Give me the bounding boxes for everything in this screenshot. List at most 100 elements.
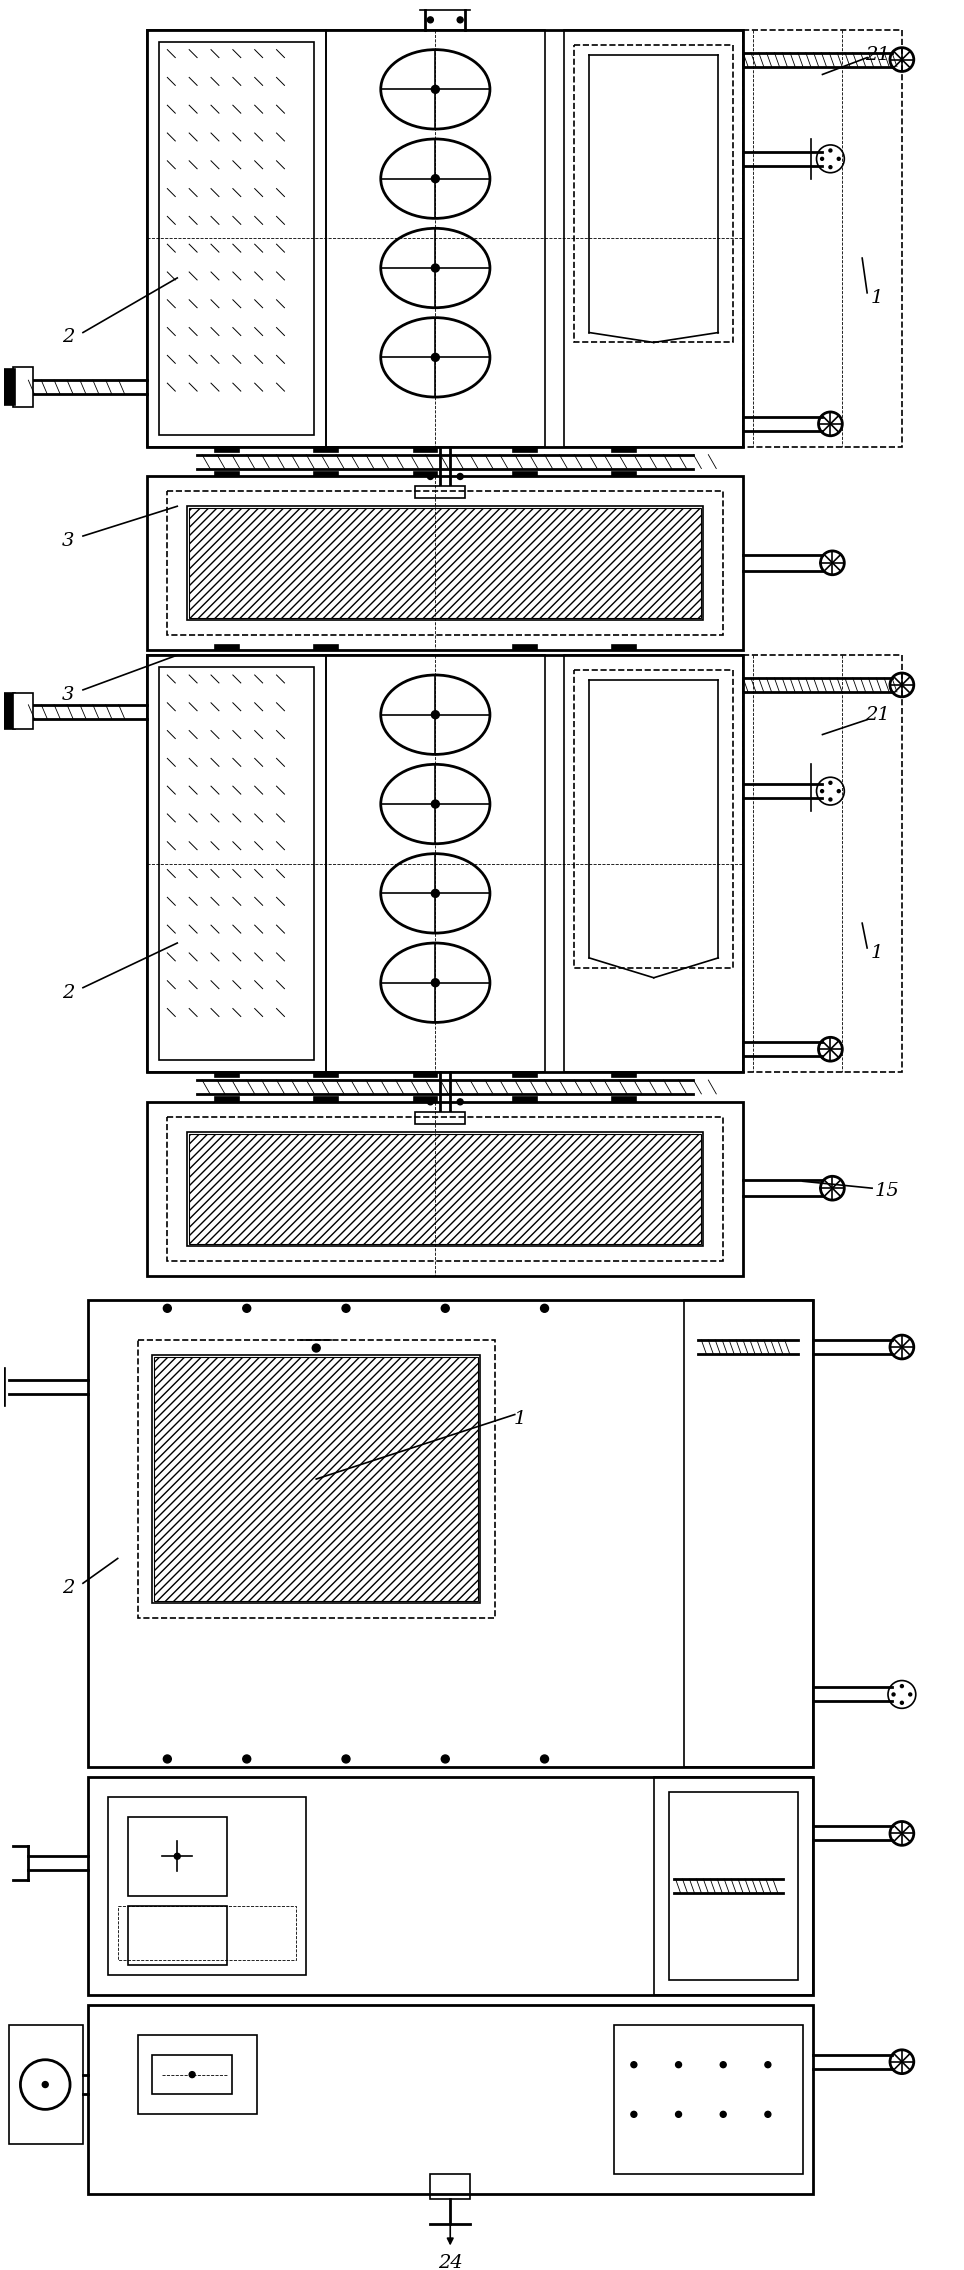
Text: 2: 2 xyxy=(62,983,74,1001)
Circle shape xyxy=(820,157,823,161)
Circle shape xyxy=(431,175,440,182)
Bar xyxy=(88,1777,813,1995)
Bar xyxy=(612,1096,636,1101)
Text: 2: 2 xyxy=(62,1580,74,1598)
Circle shape xyxy=(312,1344,320,1353)
Bar xyxy=(415,486,465,499)
Bar xyxy=(127,1816,227,1895)
Bar xyxy=(152,1355,480,1603)
Bar xyxy=(147,30,743,447)
Circle shape xyxy=(189,2073,195,2077)
Circle shape xyxy=(342,1305,350,1312)
Bar xyxy=(159,667,314,1060)
Bar xyxy=(683,1301,813,1766)
Text: 21: 21 xyxy=(865,706,890,724)
Circle shape xyxy=(720,2111,726,2118)
Circle shape xyxy=(431,890,440,897)
Bar xyxy=(108,1796,307,1975)
Bar xyxy=(614,2025,803,2175)
Bar xyxy=(612,447,636,452)
Bar xyxy=(326,30,545,447)
Bar xyxy=(414,447,438,452)
Circle shape xyxy=(676,2111,682,2118)
Bar xyxy=(564,30,743,447)
Text: 3: 3 xyxy=(62,686,74,704)
Bar xyxy=(168,490,723,636)
Bar xyxy=(654,1777,813,1995)
Circle shape xyxy=(900,1684,903,1687)
Bar xyxy=(513,472,537,477)
Bar xyxy=(513,1096,537,1101)
Bar xyxy=(743,656,902,1071)
Circle shape xyxy=(442,1305,449,1312)
Bar xyxy=(564,656,743,1071)
Text: 15: 15 xyxy=(874,1183,899,1201)
Bar xyxy=(513,1071,537,1076)
Bar xyxy=(414,472,438,477)
Circle shape xyxy=(431,799,440,808)
Bar xyxy=(147,1101,743,1276)
Circle shape xyxy=(163,1755,172,1764)
Circle shape xyxy=(457,16,463,23)
Circle shape xyxy=(431,711,440,720)
Circle shape xyxy=(541,1755,549,1764)
Circle shape xyxy=(630,2061,637,2068)
Bar xyxy=(187,1133,704,1246)
Circle shape xyxy=(838,157,841,161)
Circle shape xyxy=(829,166,832,168)
Bar xyxy=(189,1133,702,1244)
Bar xyxy=(314,1071,338,1076)
Circle shape xyxy=(900,1700,903,1705)
Bar xyxy=(743,30,902,447)
Bar xyxy=(118,1907,296,1961)
Text: 1: 1 xyxy=(870,944,883,962)
Bar xyxy=(415,1112,465,1124)
Circle shape xyxy=(892,1693,895,1696)
Circle shape xyxy=(764,2111,771,2118)
Bar xyxy=(88,1301,813,1766)
Bar xyxy=(13,692,34,729)
Bar xyxy=(13,368,34,406)
Bar xyxy=(215,472,239,477)
Bar xyxy=(189,508,702,617)
Bar xyxy=(215,645,239,649)
Bar xyxy=(575,45,734,343)
Bar xyxy=(314,447,338,452)
Bar xyxy=(159,41,314,436)
Circle shape xyxy=(431,978,440,987)
Bar xyxy=(4,370,15,404)
Bar xyxy=(430,2175,470,2200)
Text: 2: 2 xyxy=(62,329,74,347)
Bar xyxy=(187,506,704,620)
Bar xyxy=(4,692,15,729)
Circle shape xyxy=(457,1099,463,1105)
Bar xyxy=(138,2034,256,2113)
Bar xyxy=(215,1096,239,1101)
Bar xyxy=(513,645,537,649)
Bar xyxy=(669,1791,797,1979)
Bar xyxy=(575,670,734,967)
Circle shape xyxy=(764,2061,771,2068)
Circle shape xyxy=(442,1755,449,1764)
Circle shape xyxy=(42,2082,48,2088)
Text: 3: 3 xyxy=(62,531,74,549)
Bar xyxy=(9,2025,83,2145)
Bar xyxy=(314,645,338,649)
Text: 21: 21 xyxy=(865,45,890,64)
Circle shape xyxy=(427,474,434,479)
Bar xyxy=(152,2054,232,2095)
Bar xyxy=(414,1071,438,1076)
Bar xyxy=(612,645,636,649)
Circle shape xyxy=(427,1099,434,1105)
Circle shape xyxy=(174,1852,180,1859)
Bar xyxy=(147,656,743,1071)
Circle shape xyxy=(541,1305,549,1312)
Bar xyxy=(147,477,743,649)
Circle shape xyxy=(431,354,440,361)
Circle shape xyxy=(457,474,463,479)
Circle shape xyxy=(838,790,841,792)
Circle shape xyxy=(342,1755,350,1764)
Circle shape xyxy=(243,1755,251,1764)
Circle shape xyxy=(431,86,440,93)
Bar xyxy=(154,1357,478,1600)
